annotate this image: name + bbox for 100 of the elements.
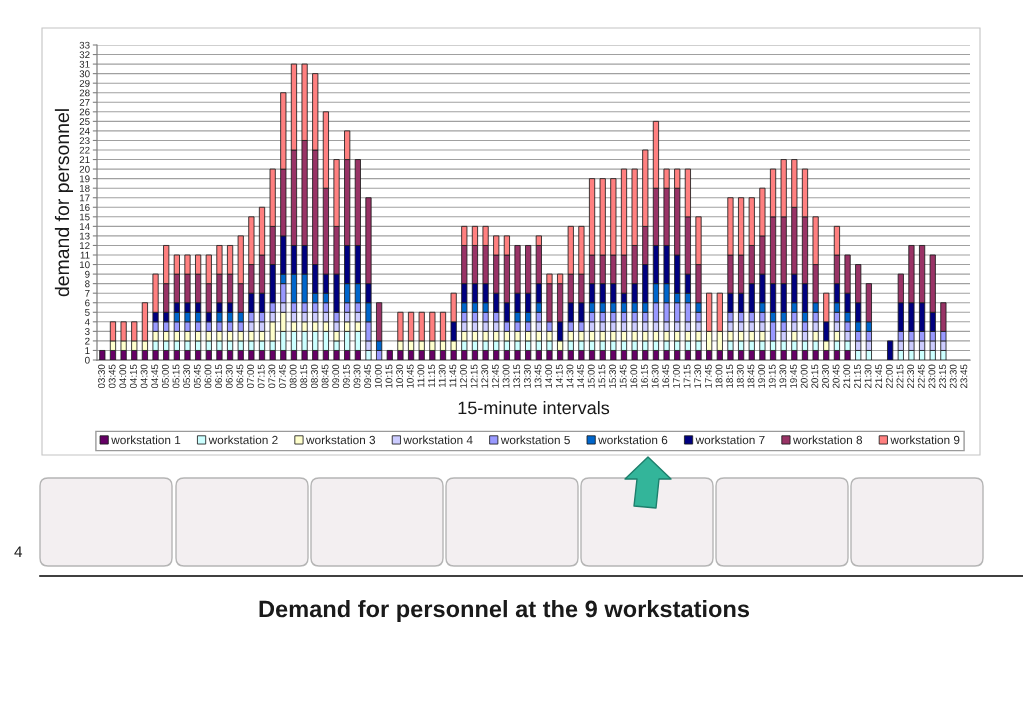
x-tick-label: 08:45: [321, 364, 329, 389]
x-tick-label: 17:15: [683, 364, 691, 388]
x-tick-label: 23:30: [949, 364, 957, 388]
y-tick-label: 21: [79, 156, 90, 164]
x-tick-label: 12:00: [460, 364, 467, 388]
x-tick-label: 16:30: [651, 364, 659, 388]
x-tick-label: 05:15: [172, 364, 180, 389]
x-tick-label: 09:15: [342, 364, 350, 389]
y-tick-label: 27: [79, 99, 90, 106]
y-tick-label: 8: [85, 280, 90, 288]
x-tick-label: 08:30: [310, 364, 318, 389]
x-tick-label: 06:30: [225, 364, 233, 389]
y-tick-label: 9: [85, 270, 90, 278]
y-tick-label: 15: [79, 213, 90, 221]
x-tick-label: 20:45: [832, 364, 840, 388]
y-tick-label: 3: [85, 328, 90, 335]
x-tick-label: 19:00: [758, 364, 766, 388]
text: 4: [14, 546, 23, 557]
x-tick-label: 19:45: [790, 364, 797, 388]
legend-label: workstation 9: [890, 435, 960, 445]
x-tick-label: 10:30: [396, 364, 404, 388]
y-tick-label: 6: [85, 299, 90, 307]
x-tick-label: 11:15: [428, 364, 435, 388]
x-tick-label: 11:45: [449, 364, 457, 388]
y-tick-label: 2: [85, 337, 90, 345]
x-tick-label: 10:00: [374, 364, 382, 388]
x-tick-label: 23:00: [928, 364, 936, 388]
x-tick-label: 22:30: [907, 364, 915, 388]
x-tick-label: 03:30: [98, 364, 105, 389]
y-tick-label: 29: [79, 79, 90, 87]
x-tick-label: 09:45: [364, 364, 372, 389]
y-tick-label: 25: [79, 118, 90, 125]
x-tick-label: 06:45: [236, 364, 244, 389]
y-tick-label: 24: [79, 127, 90, 135]
x-tick-label: 21:45: [875, 364, 883, 388]
x-tick-label: 04:30: [140, 364, 148, 389]
y-tick-label: 17: [79, 194, 90, 202]
x-tick-label: 14:15: [555, 364, 563, 388]
x-tick-label: 18:15: [726, 364, 734, 388]
x-tick-label: 16:00: [630, 364, 638, 388]
x-tick-label: 21:15: [853, 364, 861, 388]
x-tick-label: 13:15: [513, 364, 521, 388]
x-tick-label: 14:00: [545, 364, 553, 388]
x-tick-label: 15:45: [619, 364, 627, 388]
legend-label: workstation 4: [403, 435, 473, 445]
x-tick-label: 09:00: [332, 364, 340, 389]
x-tick-label: 14:45: [577, 364, 585, 388]
x-tick-label: 07:30: [268, 364, 276, 389]
bar: [99, 350, 106, 360]
x-tick-label: 13:30: [523, 364, 531, 388]
x-tick-label: 10:15: [385, 364, 393, 388]
y-tick-label: 16: [79, 204, 90, 211]
y-tick-label: 31: [79, 60, 90, 68]
x-tick-label: 06:15: [215, 364, 223, 389]
x-tick-label: 08:15: [300, 364, 308, 389]
y-tick-label: 22: [79, 146, 90, 154]
x-tick-label: 19:15: [768, 364, 776, 388]
y-tick-label: 5: [85, 309, 90, 316]
y-tick-label: 23: [79, 137, 90, 145]
x-tick-label: 21:00: [843, 364, 851, 388]
x-tick-label: 20:30: [822, 364, 829, 388]
x-tick-label: 04:15: [129, 364, 137, 389]
legend-label: workstation 1: [111, 435, 181, 445]
legend-label: workstation 2: [208, 435, 278, 445]
x-tick-label: 05:00: [161, 364, 169, 389]
x-tick-label: 22:45: [917, 364, 925, 388]
legend-label: workstation 5: [500, 435, 570, 445]
y-tick-label: 10: [79, 261, 90, 269]
x-tick-label: 12:30: [481, 364, 489, 388]
x-tick-label: 05:45: [193, 364, 201, 389]
x-tick-label: 16:15: [641, 364, 648, 388]
x-tick-label: 12:15: [470, 364, 478, 388]
x-tick-label: 22:15: [896, 364, 904, 388]
y-tick-label: 7: [85, 290, 90, 297]
y-tick-label: 32: [79, 51, 90, 59]
y-tick-label: 13: [79, 232, 90, 240]
x-tick-label: 13:00: [502, 364, 510, 388]
x-tick-label: 12:45: [491, 364, 499, 388]
x-tick-label: 23:15: [939, 364, 946, 388]
x-tick-label: 23:45: [960, 364, 968, 388]
x-tick-label: 05:30: [183, 364, 191, 389]
x-tick-label: 10:45: [406, 364, 414, 388]
x-tick-label: 07:00: [247, 364, 254, 389]
x-tick-label: 15:30: [609, 364, 616, 388]
x-axis-title: 15-minute intervals: [458, 401, 610, 415]
x-tick-label: 11:00: [417, 364, 425, 388]
y-tick-label: 18: [79, 184, 90, 192]
x-tick-label: 13:45: [534, 364, 542, 388]
text: Demand for personnel at the 9 workstations: [259, 600, 750, 623]
x-tick-label: 19:30: [779, 364, 787, 388]
x-tick-label: 15:15: [598, 364, 606, 388]
y-tick-label: 4: [84, 318, 90, 326]
legend-label: workstation 6: [598, 435, 668, 445]
legend-label: workstation 8: [793, 435, 863, 445]
x-tick-label: 16:45: [662, 364, 670, 388]
x-tick-label: 08:00: [289, 364, 297, 389]
x-tick-label: 07:45: [279, 364, 286, 389]
x-tick-label: 22:00: [885, 364, 893, 388]
x-tick-label: 06:00: [204, 364, 212, 389]
bar: [386, 350, 393, 360]
